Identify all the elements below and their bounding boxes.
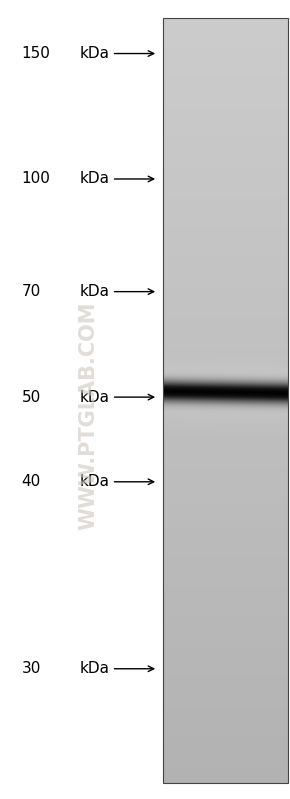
Text: 150: 150 [22, 46, 51, 61]
Text: 40: 40 [22, 475, 41, 489]
Text: 100: 100 [22, 172, 51, 186]
Text: WWW.PTGLAB.COM: WWW.PTGLAB.COM [79, 301, 98, 530]
Text: kDa: kDa [80, 284, 110, 299]
Text: kDa: kDa [80, 662, 110, 676]
Text: kDa: kDa [80, 172, 110, 186]
Text: kDa: kDa [80, 390, 110, 404]
Text: kDa: kDa [80, 475, 110, 489]
Text: 70: 70 [22, 284, 41, 299]
Bar [163, 18, 288, 783]
Text: 50: 50 [22, 390, 41, 404]
Text: 30: 30 [22, 662, 41, 676]
Text: kDa: kDa [80, 46, 110, 61]
